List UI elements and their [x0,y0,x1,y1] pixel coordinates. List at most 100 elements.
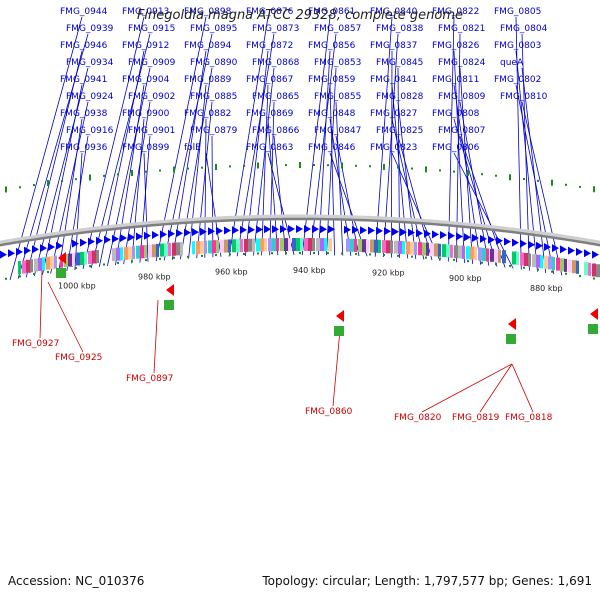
forward-gene-arrow [8,249,15,258]
gene-block [532,254,536,268]
gene-label: FMG_0944 [60,7,108,17]
gene-block [414,242,417,255]
gc-tick-outer [299,252,301,254]
rna-leader-line [332,329,341,407]
gene-block [486,248,489,262]
gene-block [296,238,301,251]
gene-label: FMG_0936 [60,143,108,153]
gene-label: FMG_0902 [128,92,175,102]
forward-gene-arrow [368,226,375,235]
gene-block [272,238,277,252]
gene-block [34,258,38,272]
gene-block [228,239,231,253]
forward-gene-arrow [576,247,583,256]
gene-label: FMG_0868 [252,58,300,68]
gene-block [366,239,369,253]
gc-tick-inner [495,174,497,177]
gene-block [426,242,429,256]
gene-leader-line [329,118,352,256]
gene-block [316,238,320,252]
gc-tick-inner [439,169,441,172]
forward-gene-arrow [16,247,23,256]
gc-tick-outer [131,260,133,263]
gene-label: FMG_0861 [308,7,355,17]
gene-block [564,258,567,272]
rna-leader-line [47,281,84,353]
gc-tick-inner [75,178,77,181]
gene-leader-line [171,50,207,260]
forward-gene-arrow [432,230,439,239]
gene-block [50,256,55,270]
forward-gene-arrow [56,241,63,250]
forward-gene-arrow [24,246,31,255]
forward-gene-arrow [496,236,503,245]
forward-gene-arrow [352,225,359,234]
gc-tick-outer [285,252,287,255]
gene-block [292,238,296,251]
forward-gene-arrow [416,229,423,238]
gene-block [406,241,410,255]
gene-block [196,241,200,255]
gene-leader-line [453,118,498,267]
gc-tick-outer [89,265,91,268]
scale-label: 880 kbp [530,284,563,293]
gc-tick-outer [369,253,371,256]
scale-label: 1000 kbp [58,281,96,290]
gene-label: FMG_0867 [246,75,293,85]
forward-gene-arrow [128,233,135,242]
gene-block [434,243,439,257]
forward-gene-arrow [584,249,591,258]
gene-block [132,246,135,260]
gene-block [116,247,121,261]
gene-leader-line [267,118,279,256]
gene-label: FMG_0805 [494,7,541,17]
rna-label: FMG_0860 [305,407,353,417]
gene-leader-line [261,84,269,256]
gc-tick-outer [481,261,483,264]
gene-label: FMG_0912 [122,41,169,51]
gc-tick-outer [145,259,147,262]
gc-tick-inner [201,166,203,169]
gene-block [584,262,589,276]
forward-gene-arrow [480,234,487,243]
scale-label: 960 kbp [215,268,248,277]
gc-tick-inner [467,169,469,176]
gene-block [320,238,325,252]
gene-block [540,255,543,269]
gene-label: FMG_0855 [314,92,361,102]
gene-block [220,239,224,253]
gene-leader-line [447,16,455,262]
gene-leader-line [131,118,145,264]
map-title: Finegoldia magna ATCC 29328, complete ge… [136,8,464,23]
forward-gene-arrow [376,226,383,235]
gene-block [172,242,176,256]
gc-tick-inner [271,164,273,167]
gene-block [490,248,494,262]
gene-label: FMG_0838 [376,24,424,34]
gene-label: FMG_0857 [314,24,361,34]
gene-block [390,240,393,254]
forward-gene-arrow [520,239,527,248]
gc-tick-inner [215,164,217,170]
gc-tick-outer [229,253,231,256]
forward-gene-arrow [320,225,327,234]
gc-tick-outer [187,255,189,258]
gene-block [502,250,506,264]
gc-tick-outer [397,254,399,257]
forward-gene-arrow [360,226,367,235]
gene-block [324,238,327,252]
forward-gene-arrow [136,232,143,241]
forward-gene-arrow [240,225,247,234]
gene-block [276,238,279,252]
genome-backbone [0,214,600,247]
gene-block [76,252,80,266]
forward-gene-arrow [440,231,447,239]
gc-tick-inner [397,166,399,169]
gc-tick-inner [313,164,315,166]
gene-label: FMG_0915 [128,24,175,34]
forward-gene-arrow [72,239,79,248]
gc-tick-outer [173,256,175,259]
gene-leader-line [391,152,441,261]
gene-leader-line [204,118,207,258]
